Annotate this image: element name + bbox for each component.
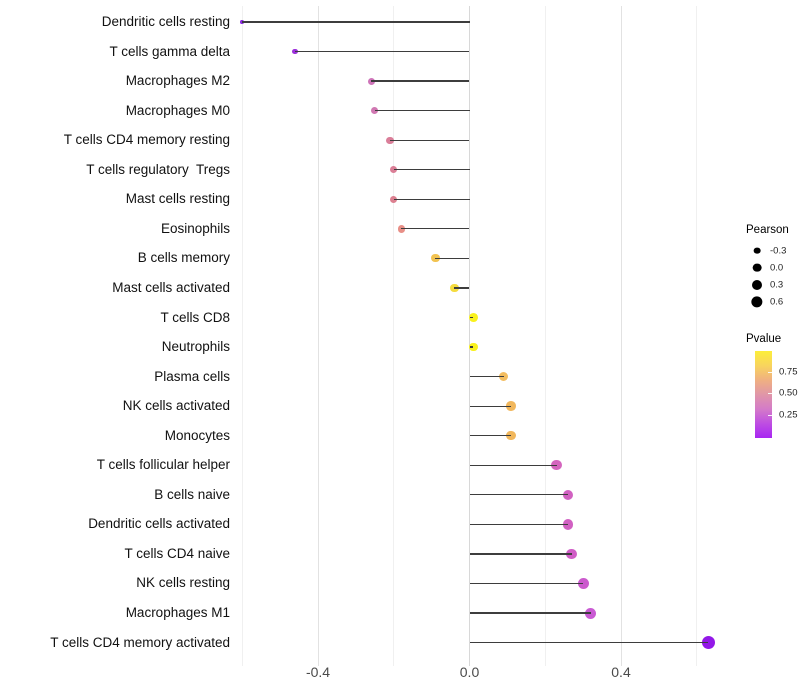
lollipop-segment bbox=[469, 464, 557, 466]
category-label: T cells CD4 naive bbox=[124, 545, 230, 561]
pearson-legend-label: 0.3 bbox=[770, 279, 784, 290]
pearson-size-legend: Pearson -0.3 0.0 0.3 0.6 bbox=[746, 224, 800, 310]
category-label: B cells memory bbox=[137, 250, 230, 266]
lollipop-dot bbox=[585, 607, 597, 619]
pearson-legend-label: -0.3 bbox=[770, 245, 787, 256]
category-label: Dendritic cells resting bbox=[101, 14, 230, 29]
lollipop-dot bbox=[562, 519, 574, 530]
lollipop-segment bbox=[242, 21, 470, 23]
gridline bbox=[393, 6, 395, 666]
lollipop-segment bbox=[393, 198, 470, 200]
lollipop-dot bbox=[562, 489, 574, 501]
lollipop-segment bbox=[469, 375, 504, 378]
lollipop-segment bbox=[469, 316, 474, 319]
lollipop-segment bbox=[371, 80, 470, 82]
pvalue-colorbar-tick-label: 0.50 bbox=[779, 387, 798, 399]
x-tick-label: -0.4 bbox=[305, 664, 331, 680]
lollipop-segment bbox=[469, 435, 512, 437]
pearson-legend-title: Pearson bbox=[746, 224, 789, 236]
pearson-legend-entry: 0.0 bbox=[746, 259, 800, 276]
pearson-legend-entries: -0.3 0.0 0.3 0.6 bbox=[746, 242, 800, 310]
x-tick-label: 0.0 bbox=[459, 664, 480, 680]
category-label: Mast cells resting bbox=[125, 191, 230, 207]
gridline bbox=[696, 6, 698, 666]
lollipop-segment bbox=[374, 110, 470, 112]
lollipop-segment bbox=[393, 169, 470, 171]
pearson-legend-label: 0.6 bbox=[770, 296, 784, 307]
pearson-legend-entry: 0.3 bbox=[746, 276, 800, 293]
category-label: NK cells resting bbox=[136, 575, 230, 591]
lollipop-segment bbox=[389, 139, 470, 141]
pearson-legend-dot bbox=[753, 247, 761, 254]
category-label: Macrophages M0 bbox=[125, 102, 230, 118]
category-label: Neutrophils bbox=[161, 339, 230, 355]
category-label: Dendritic cells activated bbox=[88, 516, 230, 532]
lollipop-dot bbox=[240, 20, 245, 24]
category-label: T cells regulatory Tregs bbox=[86, 161, 230, 177]
category-label: Eosinophils bbox=[160, 220, 230, 236]
gridline bbox=[544, 6, 546, 666]
pvalue-color-legend: Pvalue 0.75 0.50 0.25 bbox=[746, 333, 800, 438]
gridline bbox=[620, 6, 622, 666]
category-label: B cells naive bbox=[154, 486, 230, 502]
pearson-legend-dot bbox=[752, 263, 762, 272]
lollipop-dot bbox=[390, 166, 398, 174]
category-label: Macrophages M1 bbox=[125, 605, 230, 620]
lollipop-segment bbox=[469, 553, 572, 555]
pvalue-colorbar-tick-label: 0.25 bbox=[779, 409, 798, 421]
pearson-legend-label: 0.0 bbox=[770, 262, 784, 273]
pvalue-colorbar-tick-label: 0.75 bbox=[779, 366, 798, 378]
lollipop-dot bbox=[371, 107, 379, 115]
lollipop-segment bbox=[435, 257, 470, 260]
category-label: Mast cells activated bbox=[112, 279, 230, 295]
lollipop-dot bbox=[506, 430, 516, 441]
lollipop-segment bbox=[469, 582, 584, 585]
pvalue-legend-title: Pvalue bbox=[746, 333, 782, 345]
category-label: Plasma cells bbox=[154, 368, 230, 384]
lollipop-dot bbox=[566, 548, 578, 560]
lollipop-segment bbox=[401, 228, 470, 230]
pvalue-colorbar-tick bbox=[768, 371, 772, 373]
pvalue-colorbar bbox=[755, 351, 772, 438]
category-label: Macrophages M2 bbox=[125, 73, 230, 89]
pearson-legend-dot bbox=[751, 295, 763, 308]
pvalue-colorbar-tick bbox=[768, 415, 772, 416]
lollipop-dot bbox=[390, 195, 398, 203]
pearson-legend-entry: 0.6 bbox=[746, 293, 800, 310]
category-label: T cells CD8 bbox=[160, 309, 230, 325]
gridline bbox=[317, 6, 319, 666]
category-label: T cells gamma delta bbox=[109, 43, 230, 59]
lollipop-segment bbox=[295, 50, 470, 53]
category-label: T cells follicular helper bbox=[96, 457, 230, 473]
lollipop-dot bbox=[506, 401, 516, 411]
lollipop-segment bbox=[469, 641, 709, 644]
lollipop-segment bbox=[469, 612, 591, 614]
category-label: Monocytes bbox=[164, 427, 230, 443]
lollipop-segment bbox=[469, 346, 474, 348]
lollipop-segment bbox=[469, 494, 568, 496]
lollipop-segment bbox=[454, 287, 470, 289]
pvalue-colorbar-tick bbox=[768, 393, 772, 395]
category-label: NK cells activated bbox=[122, 398, 230, 414]
pearson-legend-entry: -0.3 bbox=[746, 242, 800, 259]
gridline bbox=[241, 6, 243, 666]
x-tick-label: 0.4 bbox=[611, 664, 631, 680]
lollipop-segment bbox=[469, 523, 568, 525]
category-label: T cells CD4 memory activated bbox=[50, 634, 230, 650]
zero-gridline bbox=[469, 6, 470, 666]
pearson-legend-dot bbox=[752, 279, 762, 290]
lollipop-segment bbox=[469, 405, 512, 407]
category-label: T cells CD4 memory resting bbox=[63, 132, 230, 148]
